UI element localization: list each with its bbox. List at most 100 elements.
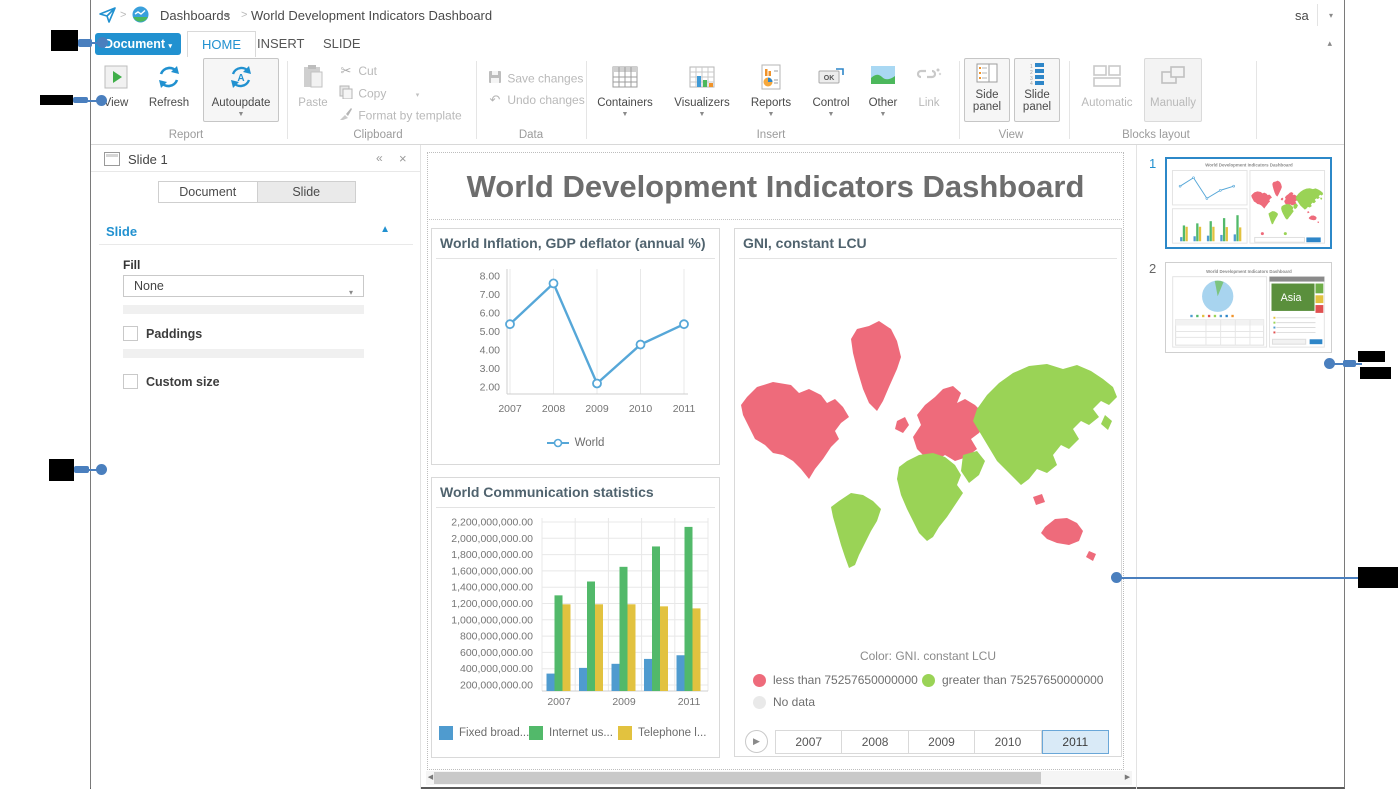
user-name[interactable]: sa	[1295, 8, 1309, 23]
svg-text:1,000,000,000.00: 1,000,000,000.00	[451, 614, 533, 626]
reports-button[interactable]: Reports ▼	[741, 59, 801, 118]
horizontal-scrollbar[interactable]: ◀ ▶	[426, 771, 1132, 785]
refresh-label: Refresh	[148, 97, 190, 109]
other-button[interactable]: Other ▼	[858, 59, 908, 118]
annotation-box-slides-bottom	[1360, 367, 1391, 379]
slide1-number: 1	[1149, 156, 1157, 171]
autoupdate-icon: A	[204, 63, 278, 95]
bar-legend-internet: Internet us...	[529, 726, 613, 740]
scroll-right-icon[interactable]: ▶	[1124, 774, 1131, 781]
year-button-2008[interactable]: 2008	[842, 730, 909, 754]
fill-select[interactable]: None ▾	[123, 275, 364, 297]
custom-size-checkbox[interactable]	[123, 374, 138, 389]
dashboards-caret-icon[interactable]: ▾	[226, 11, 231, 20]
breadcrumb-dashboards[interactable]: Dashboards	[160, 8, 231, 23]
year-button-2007[interactable]: 2007	[775, 730, 843, 754]
legend-greater-dot-icon	[922, 673, 935, 687]
containers-label: Containers	[597, 97, 653, 109]
tab-home[interactable]: HOME	[187, 31, 256, 57]
paste-button[interactable]: Paste	[283, 59, 343, 109]
group-separator	[1256, 61, 1257, 139]
svg-text:1,200,000,000.00: 1,200,000,000.00	[451, 598, 533, 610]
svg-text:World Development Indicators D: World Development Indicators Dashboard	[1205, 163, 1293, 168]
control-icon: OK	[803, 63, 859, 95]
containers-button[interactable]: Containers ▼	[591, 59, 659, 118]
svg-text:3.00: 3.00	[480, 363, 501, 375]
manually-button[interactable]: Manually	[1144, 58, 1202, 122]
world-series-label: World	[574, 437, 605, 449]
map-panel[interactable]: GNI, constant LCU Color: GNI. constant L…	[734, 228, 1122, 757]
svg-text:Asia: Asia	[1281, 292, 1302, 304]
section-divider	[99, 244, 413, 245]
year-button-2010[interactable]: 2010	[975, 730, 1042, 754]
scrollbar-thumb[interactable]	[434, 772, 1041, 784]
slide1-thumbnail[interactable]: World Development Indicators Dashboard	[1165, 157, 1332, 249]
paddings-checkbox[interactable]	[123, 326, 138, 341]
view-button[interactable]: View	[86, 59, 146, 109]
link-button[interactable]: Link	[906, 59, 952, 109]
slide-panel-header: Slide 1 « ×	[91, 145, 420, 172]
scroll-left-icon[interactable]: ◀	[427, 774, 434, 781]
annotation-box-left-panel	[49, 459, 74, 481]
cut-button[interactable]: ✂ Cut	[337, 63, 377, 81]
play-years-button[interactable]: ▶	[745, 730, 768, 753]
year-buttons: 2007 2008 2009 2010 2011	[775, 730, 1110, 754]
autoupdate-button[interactable]: A Autoupdate ▼	[203, 58, 279, 122]
section-chevron-up-icon[interactable]: ▲	[380, 224, 390, 235]
copy-button[interactable]: Copy ▾	[337, 85, 419, 103]
side-panel-label: Side panel	[972, 89, 1002, 113]
dashboard-selection-outline[interactable]	[427, 152, 1124, 770]
visualizers-button[interactable]: Visualizers ▼	[667, 59, 737, 118]
line-chart-title: World Inflation, GDP deflator (annual %)	[440, 235, 706, 251]
year-button-2011[interactable]: 2011	[1041, 730, 1110, 754]
tab-slide[interactable]: SLIDE	[323, 36, 361, 51]
annotation-line	[86, 100, 98, 102]
svg-text:7.00: 7.00	[480, 289, 501, 301]
svg-text:600,000,000.00: 600,000,000.00	[460, 647, 533, 659]
panel-title-divider	[436, 507, 715, 508]
user-menu-caret-icon[interactable]: ▾	[1329, 11, 1334, 20]
collapse-panel-icon[interactable]: «	[376, 151, 383, 165]
annotation-dot-slides	[1324, 358, 1335, 369]
world-map[interactable]	[739, 269, 1119, 599]
tab-insert[interactable]: INSERT	[257, 36, 305, 51]
svg-text:200,000,000.00: 200,000,000.00	[460, 680, 533, 692]
slide-icon	[104, 152, 120, 166]
paste-label: Paste	[298, 97, 328, 109]
document-slide-tabs: Document Slide	[158, 181, 356, 203]
svg-text:3: 3	[1030, 76, 1033, 82]
visualizers-icon	[667, 63, 737, 95]
refresh-button[interactable]: Refresh	[139, 59, 199, 109]
tab-slide-props[interactable]: Slide	[256, 182, 355, 202]
format-by-template-button[interactable]: Format by template	[337, 107, 462, 125]
document-menu-button[interactable]: Document ▾	[95, 33, 181, 55]
panel-title-divider	[436, 258, 715, 259]
ribbon-collapse-icon[interactable]: ▴	[1327, 38, 1332, 48]
svg-text:800,000,000.00: 800,000,000.00	[460, 631, 533, 643]
dashboards-icon[interactable]	[132, 6, 149, 23]
automatic-button[interactable]: Automatic	[1076, 59, 1138, 109]
bar-chart-panel[interactable]: World Communication statistics 2,200,000…	[431, 477, 720, 758]
dashboard-title-block[interactable]: World Development Indicators Dashboard	[429, 154, 1122, 220]
annotation-connector	[78, 39, 92, 47]
close-panel-icon[interactable]: ×	[399, 151, 407, 166]
save-changes-button[interactable]: Save changes	[486, 70, 583, 88]
line-chart: 8.00 7.00 6.00 5.00 4.00 3.00 2.00 2007 2008 2009…	[480, 269, 695, 415]
undo-changes-button[interactable]: ↶ Undo changes	[486, 92, 585, 110]
slide2-thumbnail[interactable]: World Development Indicators Dashboard A…	[1165, 262, 1332, 353]
line-chart-panel[interactable]: World Inflation, GDP deflator (annual %)…	[431, 228, 720, 465]
svg-text:2: 2	[1030, 70, 1033, 76]
tab-document-props[interactable]: Document	[159, 182, 257, 202]
svg-text:2011: 2011	[678, 696, 701, 708]
svg-text:5.00: 5.00	[480, 326, 501, 338]
app-logo-plane-icon[interactable]	[99, 6, 117, 24]
other-icon	[858, 63, 908, 95]
group-separator	[476, 61, 477, 139]
svg-text:2007: 2007	[547, 696, 571, 708]
year-button-2009[interactable]: 2009	[908, 730, 976, 754]
control-button[interactable]: OK Control ▼	[803, 59, 859, 118]
refresh-icon	[139, 63, 199, 95]
breadcrumb-title: World Development Indicators Dashboard	[251, 8, 493, 23]
side-panel-button[interactable]: Side panel	[964, 58, 1010, 122]
